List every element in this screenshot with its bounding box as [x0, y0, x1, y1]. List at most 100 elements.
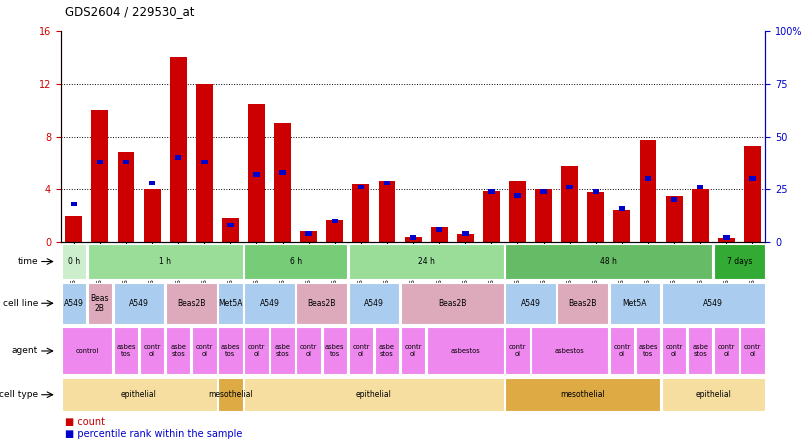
Text: mesothelial: mesothelial [561, 390, 605, 399]
Bar [540, 189, 547, 194]
Bar [348, 328, 373, 374]
Bar [671, 198, 677, 202]
Text: asbes
tos: asbes tos [325, 345, 344, 357]
Bar [62, 328, 112, 374]
Bar [218, 283, 243, 324]
Bar [505, 244, 713, 279]
Text: contr
ol: contr ol [718, 345, 735, 357]
Bar [378, 181, 395, 242]
Bar [348, 244, 504, 279]
Bar [488, 189, 495, 194]
Bar [245, 244, 347, 279]
Text: contr
ol: contr ol [509, 345, 526, 357]
Text: epithelial: epithelial [356, 390, 392, 399]
Bar [401, 283, 504, 324]
Text: asbe
stos: asbe stos [693, 345, 708, 357]
Text: Beas
2B: Beas 2B [91, 293, 109, 313]
Bar [274, 123, 291, 242]
Text: contr
ol: contr ol [613, 345, 631, 357]
Bar [358, 185, 364, 190]
Text: contr
ol: contr ol [665, 345, 683, 357]
Bar [279, 170, 286, 174]
Bar [566, 185, 573, 190]
Bar [697, 185, 703, 190]
Bar [610, 328, 634, 374]
Bar [384, 181, 390, 185]
Text: epithelial: epithelial [695, 390, 731, 399]
Text: contr
ol: contr ol [195, 345, 213, 357]
Bar [714, 244, 765, 279]
Text: contr
ol: contr ol [352, 345, 369, 357]
Text: time: time [18, 257, 38, 266]
Text: Beas2B: Beas2B [438, 299, 467, 308]
Bar [218, 328, 243, 374]
Bar [62, 378, 216, 412]
Bar [561, 166, 578, 242]
Bar [166, 283, 216, 324]
Text: 48 h: 48 h [600, 257, 617, 266]
Bar [405, 237, 421, 242]
Text: contr
ol: contr ol [300, 345, 318, 357]
Text: A549: A549 [129, 299, 149, 308]
Bar [509, 181, 526, 242]
Bar [375, 328, 399, 374]
Bar [531, 328, 608, 374]
Bar [245, 378, 504, 412]
Text: agent: agent [12, 346, 38, 356]
Bar [92, 110, 109, 242]
Bar [254, 172, 260, 177]
Bar [640, 140, 656, 242]
Bar [587, 192, 604, 242]
Text: A549: A549 [521, 299, 540, 308]
Text: 1 h: 1 h [159, 257, 171, 266]
Bar [427, 328, 504, 374]
Text: cell line: cell line [2, 299, 38, 308]
Bar [245, 283, 295, 324]
Bar [87, 283, 112, 324]
Text: asbe
stos: asbe stos [379, 345, 395, 357]
Bar [662, 328, 686, 374]
Bar [222, 218, 239, 242]
Text: asbe
stos: asbe stos [170, 345, 186, 357]
Bar [113, 283, 164, 324]
Bar [326, 220, 343, 242]
Bar [666, 196, 683, 242]
Bar [557, 283, 608, 324]
Bar [401, 328, 425, 374]
Text: asbes
tos: asbes tos [117, 345, 136, 357]
Bar [514, 193, 521, 198]
Bar [636, 328, 660, 374]
Text: ■ count: ■ count [65, 417, 104, 427]
Bar [201, 159, 207, 164]
Text: ■ percentile rank within the sample: ■ percentile rank within the sample [65, 429, 242, 439]
Bar [96, 159, 103, 164]
Text: contr
ol: contr ol [744, 345, 761, 357]
Text: 7 days: 7 days [727, 257, 752, 266]
Bar [613, 210, 630, 242]
Text: Beas2B: Beas2B [569, 299, 597, 308]
Text: asbes
tos: asbes tos [638, 345, 658, 357]
Text: control: control [75, 348, 99, 354]
Bar [62, 244, 86, 279]
Bar [62, 283, 86, 324]
Bar [175, 155, 181, 160]
Bar [348, 283, 399, 324]
Text: 24 h: 24 h [418, 257, 435, 266]
Bar [619, 206, 625, 210]
Bar [610, 283, 660, 324]
Text: Beas2B: Beas2B [308, 299, 336, 308]
Bar [87, 244, 243, 279]
Bar [305, 231, 312, 236]
Text: mesothelial: mesothelial [208, 390, 253, 399]
Bar [593, 189, 599, 194]
Text: GDS2604 / 229530_at: GDS2604 / 229530_at [65, 5, 194, 18]
Text: contr
ol: contr ol [404, 345, 422, 357]
Bar [117, 152, 134, 242]
Bar [410, 235, 416, 240]
Bar [457, 234, 474, 242]
Bar [431, 227, 448, 242]
Bar [170, 57, 186, 242]
Text: Beas2B: Beas2B [177, 299, 206, 308]
Bar [749, 176, 756, 181]
Bar [218, 378, 243, 412]
